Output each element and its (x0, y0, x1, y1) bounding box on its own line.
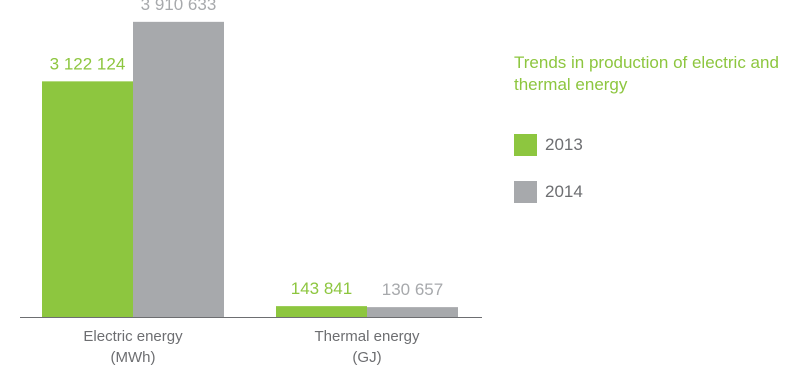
bar-2014-0 (133, 21, 224, 317)
bar-2014-1 (367, 307, 458, 317)
chart-title: Trends in production of electric and the… (514, 53, 779, 94)
value-labels-group: 3 122 124 3 910 633 143 841 130 657 (50, 0, 444, 299)
legend-label-2014: 2014 (545, 182, 583, 201)
legend-swatch-2013 (514, 134, 537, 156)
value-label-2014-0: 3 910 633 (141, 0, 217, 14)
bars-group (42, 21, 458, 317)
category-labels-group: Electric energy (MWh) Thermal energy (GJ) (83, 328, 420, 366)
legend-item-2013: 2013 (514, 134, 583, 156)
legend-swatch-2014 (514, 181, 537, 203)
category-label-1-line1: Thermal energy (314, 328, 420, 345)
bar-2013-1 (276, 306, 367, 317)
value-label-2013-1: 143 841 (291, 279, 352, 298)
value-label-2013-0: 3 122 124 (50, 54, 126, 73)
category-label-0-line1: Electric energy (83, 328, 183, 345)
category-label-1-line2: (GJ) (352, 349, 381, 366)
legend: Trends in production of electric and the… (514, 52, 799, 203)
value-label-2014-1: 130 657 (382, 280, 443, 299)
bar-2013-0 (42, 81, 133, 317)
legend-item-2014: 2014 (514, 181, 583, 203)
legend-label-2013: 2013 (545, 135, 583, 154)
category-label-0-line2: (MWh) (111, 349, 156, 366)
